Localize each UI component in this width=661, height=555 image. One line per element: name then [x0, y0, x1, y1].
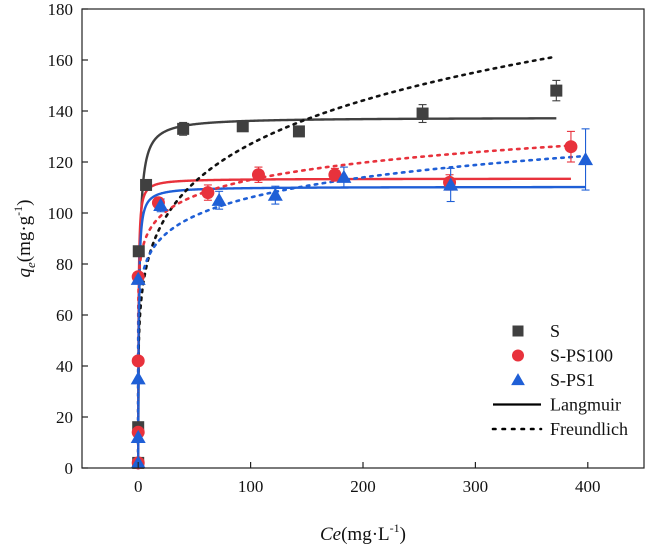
- langmuir-fit-s-ps100: [136, 177, 571, 468]
- legend-label-s: S: [550, 321, 560, 341]
- x-tick-label: 400: [575, 477, 601, 496]
- point-s-ps100: [251, 168, 265, 182]
- freundlich-fit-lines: [136, 55, 587, 470]
- freundlich-fit-s-ps1: [136, 154, 587, 470]
- y-tick-label: 0: [65, 459, 74, 478]
- point-s: [236, 120, 249, 133]
- point-s: [292, 125, 305, 138]
- legend-marker-s: [512, 325, 524, 337]
- x-tick-label: 200: [350, 477, 376, 496]
- y-tick-label: 40: [56, 357, 73, 376]
- data-points: [130, 84, 594, 470]
- langmuir-fit-s-ps1: [136, 185, 586, 468]
- point-s-ps1: [267, 187, 283, 201]
- legend-label-langmuir: Langmuir: [550, 395, 621, 415]
- y-tick-label: 60: [56, 306, 73, 325]
- point-s: [177, 122, 190, 135]
- y-tick-label: 100: [48, 204, 74, 223]
- point-s-ps1: [130, 455, 146, 469]
- point-s-ps1: [336, 169, 352, 183]
- legend-label-s-ps100: S-PS100: [550, 346, 613, 366]
- point-s-ps1: [153, 197, 169, 211]
- x-tick-label: 0: [134, 477, 143, 496]
- point-s-ps100: [564, 140, 578, 154]
- legend-label-s-ps1: S-PS1: [550, 370, 595, 390]
- point-s-ps1: [443, 177, 459, 191]
- langmuir-fit-lines: [136, 117, 586, 468]
- y-tick-label: 120: [48, 153, 74, 172]
- y-tick-label: 20: [56, 408, 73, 427]
- point-s-ps100: [328, 168, 342, 182]
- point-s-ps1: [130, 371, 146, 385]
- point-s-ps1: [211, 192, 227, 206]
- y-tick-label: 160: [48, 51, 74, 70]
- point-s: [140, 178, 153, 191]
- legend-marker-s-ps100: [512, 349, 524, 362]
- legend: S S-PS100 S-PS1 Langmuir Freundlich: [491, 321, 628, 439]
- point-s-ps100: [201, 186, 215, 200]
- legend-marker-s-ps1: [511, 373, 525, 386]
- freundlich-fit-s-ps100: [136, 144, 573, 470]
- axes: 0 100 200 300 400 0 20 40 60 80 100 120 140 160 180: [48, 0, 601, 496]
- legend-label-freundlich: Freundlich: [550, 419, 628, 439]
- point-s: [416, 107, 429, 120]
- point-s-ps100: [131, 354, 145, 368]
- point-s-ps1: [578, 151, 594, 166]
- y-tick-label: 140: [48, 102, 74, 121]
- freundlich-fit-s: [136, 55, 558, 470]
- point-s-ps1: [130, 271, 146, 285]
- point-s-ps1: [130, 429, 146, 444]
- point-s: [550, 84, 563, 97]
- y-tick-label: 80: [56, 255, 73, 274]
- y-axis-title: qe(mg·g-1): [11, 199, 38, 277]
- x-axis-title: Ce(mg·L-1): [320, 521, 406, 545]
- langmuir-fit-s: [136, 117, 557, 468]
- y-tick-label: 180: [48, 0, 74, 19]
- point-s: [132, 245, 145, 258]
- x-tick-label: 100: [238, 477, 264, 496]
- x-tick-label: 300: [463, 477, 489, 496]
